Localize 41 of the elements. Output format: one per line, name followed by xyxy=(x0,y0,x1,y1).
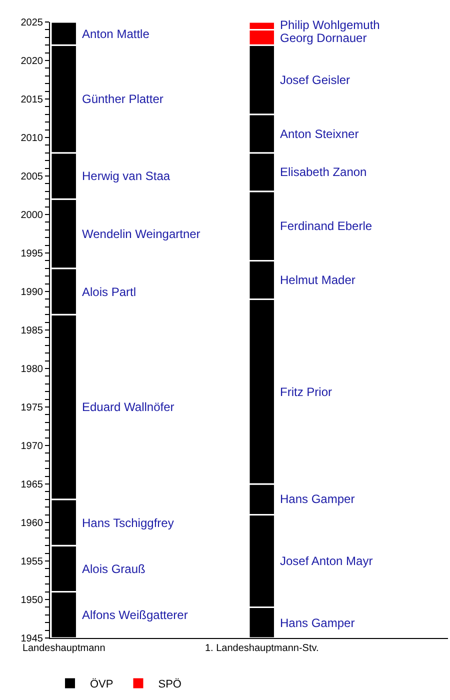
y-tick-label: 1995 xyxy=(20,248,44,260)
annotation: Eduard Wallnöfer xyxy=(82,400,174,414)
annotation: Hans Tschiggfrey xyxy=(82,516,174,530)
y-tick-label: 1970 xyxy=(20,441,44,452)
y-tick-label: 1975 xyxy=(20,402,44,414)
annotation: Philip Wohlgemuth xyxy=(280,18,380,32)
annotation: Anton Steixner xyxy=(280,127,359,141)
annotation: Alois Grauß xyxy=(82,562,146,576)
y-tick-label: 1945 xyxy=(20,634,44,644)
y-tick-label: 1950 xyxy=(20,595,44,606)
x-tick-label: 1. Landeshauptmann-Stv. xyxy=(204,643,319,654)
legend-label: SPÖ xyxy=(158,678,182,691)
y-tick-label: 1990 xyxy=(20,287,44,298)
annotation: Georg Dornauer xyxy=(280,31,367,45)
annotation: Alois Partl xyxy=(82,285,136,299)
annotation: Helmut Mader xyxy=(280,273,356,287)
y-tick-label: 1960 xyxy=(20,518,44,529)
annotation: Fritz Prior xyxy=(280,385,332,399)
annotation: Alfons Weißgatterer xyxy=(82,608,188,622)
annotation: Günther Platter xyxy=(82,92,164,106)
y-tick-label: 2000 xyxy=(20,210,44,221)
annotation: Hans Gamper xyxy=(280,492,355,506)
annotation: Hans Gamper xyxy=(280,616,355,630)
annotation: Herwig van Staa xyxy=(82,169,170,183)
x-tick-label: Landeshauptmann xyxy=(22,643,106,654)
y-tick-label: 2025 xyxy=(20,18,44,28)
annotation: Elisabeth Zanon xyxy=(280,165,367,179)
annotation: Josef Geisler xyxy=(280,73,350,87)
y-tick-label: 2005 xyxy=(20,172,44,182)
y-tick-label: 2020 xyxy=(20,56,44,67)
annotation: Anton Mattle xyxy=(82,27,150,41)
annotation: Ferdinand Eberle xyxy=(280,219,372,233)
y-tick-label: 1985 xyxy=(20,326,44,336)
annotation: Wendelin Weingartner xyxy=(82,227,200,241)
y-tick-label: 1965 xyxy=(20,480,44,490)
annotation: Josef Anton Mayr xyxy=(280,554,373,568)
y-tick-label: 2010 xyxy=(20,133,44,144)
y-tick-label: 1980 xyxy=(20,364,44,375)
y-tick-label: 2015 xyxy=(20,94,44,106)
y-tick-label: 1955 xyxy=(20,556,44,568)
legend-label: ÖVP xyxy=(90,678,114,691)
